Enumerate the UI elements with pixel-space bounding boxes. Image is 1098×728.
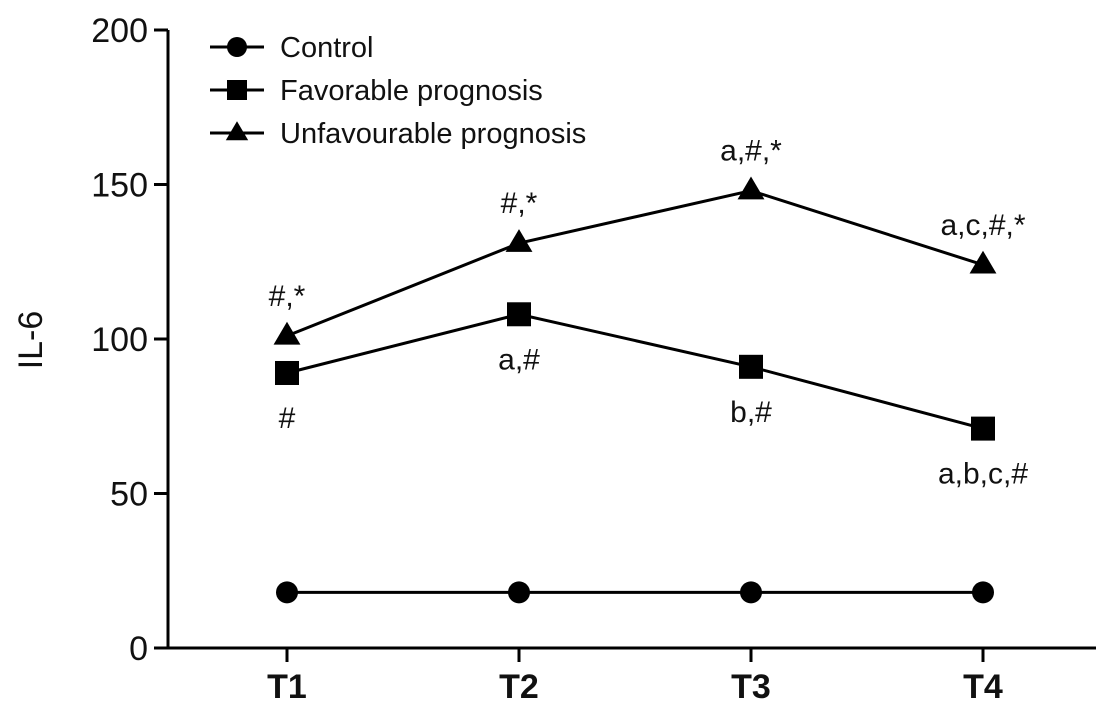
circle-point bbox=[508, 581, 530, 604]
y-tick-label: 50 bbox=[110, 476, 148, 514]
legend-label: Control bbox=[280, 32, 374, 64]
square-point bbox=[739, 354, 763, 379]
data-annotation: #,* bbox=[501, 187, 538, 220]
triangle-point bbox=[273, 321, 301, 345]
y-axis-label: IL-6 bbox=[12, 311, 50, 370]
y-tick-label: 200 bbox=[91, 12, 148, 50]
triangle-point bbox=[505, 229, 533, 252]
square-point bbox=[971, 416, 995, 441]
legend: Control Favorable prognosis Unfavourable p… bbox=[210, 32, 586, 150]
legend-triangle-icon bbox=[225, 121, 249, 141]
circle-point bbox=[276, 581, 298, 604]
legend-circle-icon bbox=[227, 37, 247, 57]
data-annotation: b,# bbox=[730, 396, 772, 429]
data-annotation: a,b,c,# bbox=[938, 458, 1028, 491]
legend-label: Unfavourable prognosis bbox=[280, 118, 586, 150]
data-annotation: a,#,* bbox=[720, 135, 782, 168]
legend-item-control: Control bbox=[210, 32, 374, 64]
circle-point bbox=[972, 581, 994, 604]
series-favorable-prognosis bbox=[275, 302, 995, 441]
legend-item-favorable-prognosis: Favorable prognosis bbox=[210, 75, 543, 107]
y-tick-label: 0 bbox=[129, 630, 148, 668]
series-unfavourable-prognosis bbox=[273, 176, 997, 345]
x-tick-label: T2 bbox=[499, 668, 539, 706]
x-tick-label: T3 bbox=[731, 668, 771, 706]
legend-square-icon bbox=[227, 80, 247, 100]
square-point bbox=[507, 302, 531, 327]
circle-point bbox=[740, 581, 762, 604]
triangle-point bbox=[969, 250, 997, 274]
square-point bbox=[275, 360, 299, 385]
series-line bbox=[286, 312, 984, 431]
axes: 0 50 100 150 200 T1 T2 T3 T4 bbox=[91, 12, 1096, 706]
triangle-point bbox=[737, 176, 765, 200]
legend-item-unfavourable-prognosis: Unfavourable prognosis bbox=[210, 118, 586, 150]
legend-label: Favorable prognosis bbox=[280, 75, 543, 107]
x-tick-label: T1 bbox=[267, 668, 307, 706]
data-annotation: a,c,#,* bbox=[940, 209, 1025, 242]
y-tick-label: 100 bbox=[91, 321, 148, 359]
series-line bbox=[286, 189, 984, 338]
annotation-layer: # a,# b,# a,b,c,# #,* #,* a,#,* a,c,#,* bbox=[269, 135, 1029, 491]
x-tick-label: T4 bbox=[963, 668, 1003, 706]
data-annotation: a,# bbox=[498, 343, 540, 376]
y-tick-label: 150 bbox=[91, 167, 148, 205]
series-control bbox=[276, 581, 994, 604]
series-layer bbox=[273, 176, 997, 604]
data-annotation: # bbox=[279, 402, 296, 435]
data-annotation: #,* bbox=[269, 280, 306, 313]
